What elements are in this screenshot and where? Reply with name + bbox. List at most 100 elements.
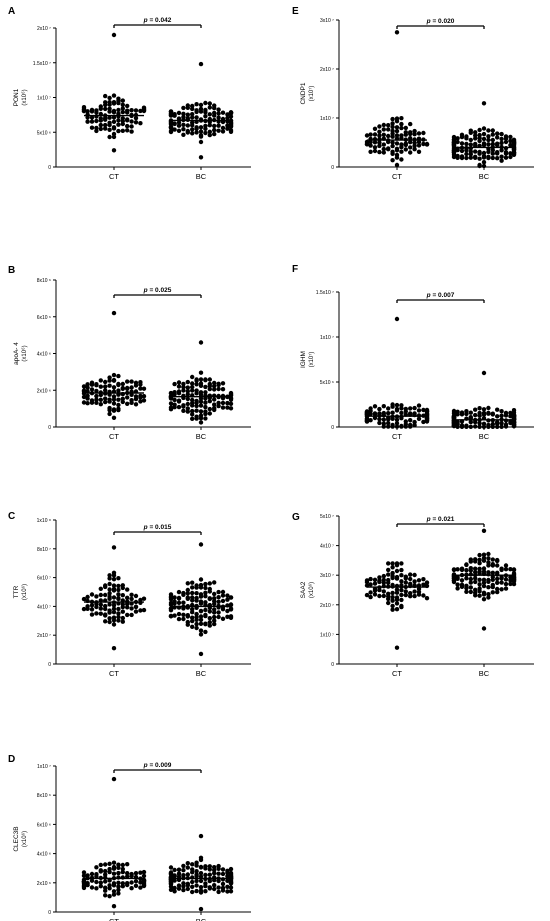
data-point [107,594,112,599]
data-point [125,882,130,888]
data-point [228,114,234,119]
data-point [212,610,217,615]
data-point [503,146,509,151]
data-point [225,874,230,879]
data-point [107,407,112,413]
data-point [133,879,139,884]
data-point [212,397,217,402]
data-point [390,424,395,429]
data-point [228,881,234,886]
data-point [403,406,408,412]
data-point [394,162,400,168]
data-point [198,396,204,401]
data-point [399,592,404,598]
data-point [455,567,460,572]
data-point [424,580,430,585]
data-point [141,869,147,875]
data-point [455,139,460,145]
data-point [198,594,204,599]
data-point [495,589,500,595]
y-tick-label: 2x10 ⁷ [37,26,51,32]
data-point [499,424,504,429]
data-point [107,383,112,388]
data-point [495,407,500,412]
data-point [408,411,413,416]
data-point [225,614,230,619]
data-point [477,149,482,155]
data-point [176,116,182,121]
data-point [451,579,457,585]
data-point [412,419,417,425]
data-point [98,104,104,109]
x-tick-label: BC [479,432,490,441]
data-point [172,397,177,403]
data-point [198,871,204,876]
data-point [372,132,378,137]
data-point [181,404,186,409]
panel-e: E 0 1x10 ⁷ 2x10 ⁷ 3x10 ⁷ CNDP1 (x10⁷) CT BC p = 0… [292,6,534,181]
data-point [125,395,130,400]
data-point [225,123,230,128]
data-point [381,122,386,128]
data-point [390,570,395,576]
data-point [220,381,226,386]
data-point [459,424,465,429]
data-point [455,424,460,429]
data-point [486,155,491,161]
data-point [138,108,143,114]
y-tick-label: 2x10 ⁶ [37,388,51,394]
data-point [503,139,509,145]
data-point [107,127,112,132]
data-point [138,121,143,126]
data-point [390,143,395,149]
data-point [120,106,126,111]
data-point [495,570,500,575]
data-point [190,403,195,408]
data-point [176,886,182,891]
data-point [111,401,117,406]
data-point [390,598,395,603]
data-point [94,388,99,394]
data-point [111,32,117,38]
data-point [194,860,199,865]
data-point [421,419,426,425]
data-point [81,885,87,891]
data-point [103,126,108,131]
data-point [203,883,208,889]
data-point [416,149,422,154]
data-point [216,107,221,112]
data-point [207,112,212,117]
y-axis-label: CLEC3B [13,826,20,851]
data-point [203,100,208,106]
data-point [190,120,195,125]
data-point [416,403,422,408]
data-point [116,100,121,106]
data-point [412,423,417,428]
data-point [412,572,417,578]
series-bc [168,542,234,657]
data-point [381,593,386,599]
data-point [94,128,99,134]
data-point [168,871,174,876]
data-point [168,595,174,600]
data-point [181,381,186,387]
data-point [481,150,487,156]
data-point [116,576,121,581]
data-point [481,410,487,416]
data-point [225,878,230,883]
data-point [499,140,504,146]
data-point [176,110,182,116]
data-point [125,379,130,384]
data-point [111,545,117,550]
data-point [89,885,95,890]
data-point [185,123,190,128]
data-point [198,340,204,345]
y-axis-label: SAA2 [300,581,307,598]
data-point [203,404,208,410]
p-symbol: p [143,17,148,24]
y-tick-label: 5x10 ⁶ [320,380,334,386]
y-tick-label: 0 [331,165,334,171]
data-point [98,611,104,616]
data-point [477,424,482,429]
data-point [111,583,117,588]
